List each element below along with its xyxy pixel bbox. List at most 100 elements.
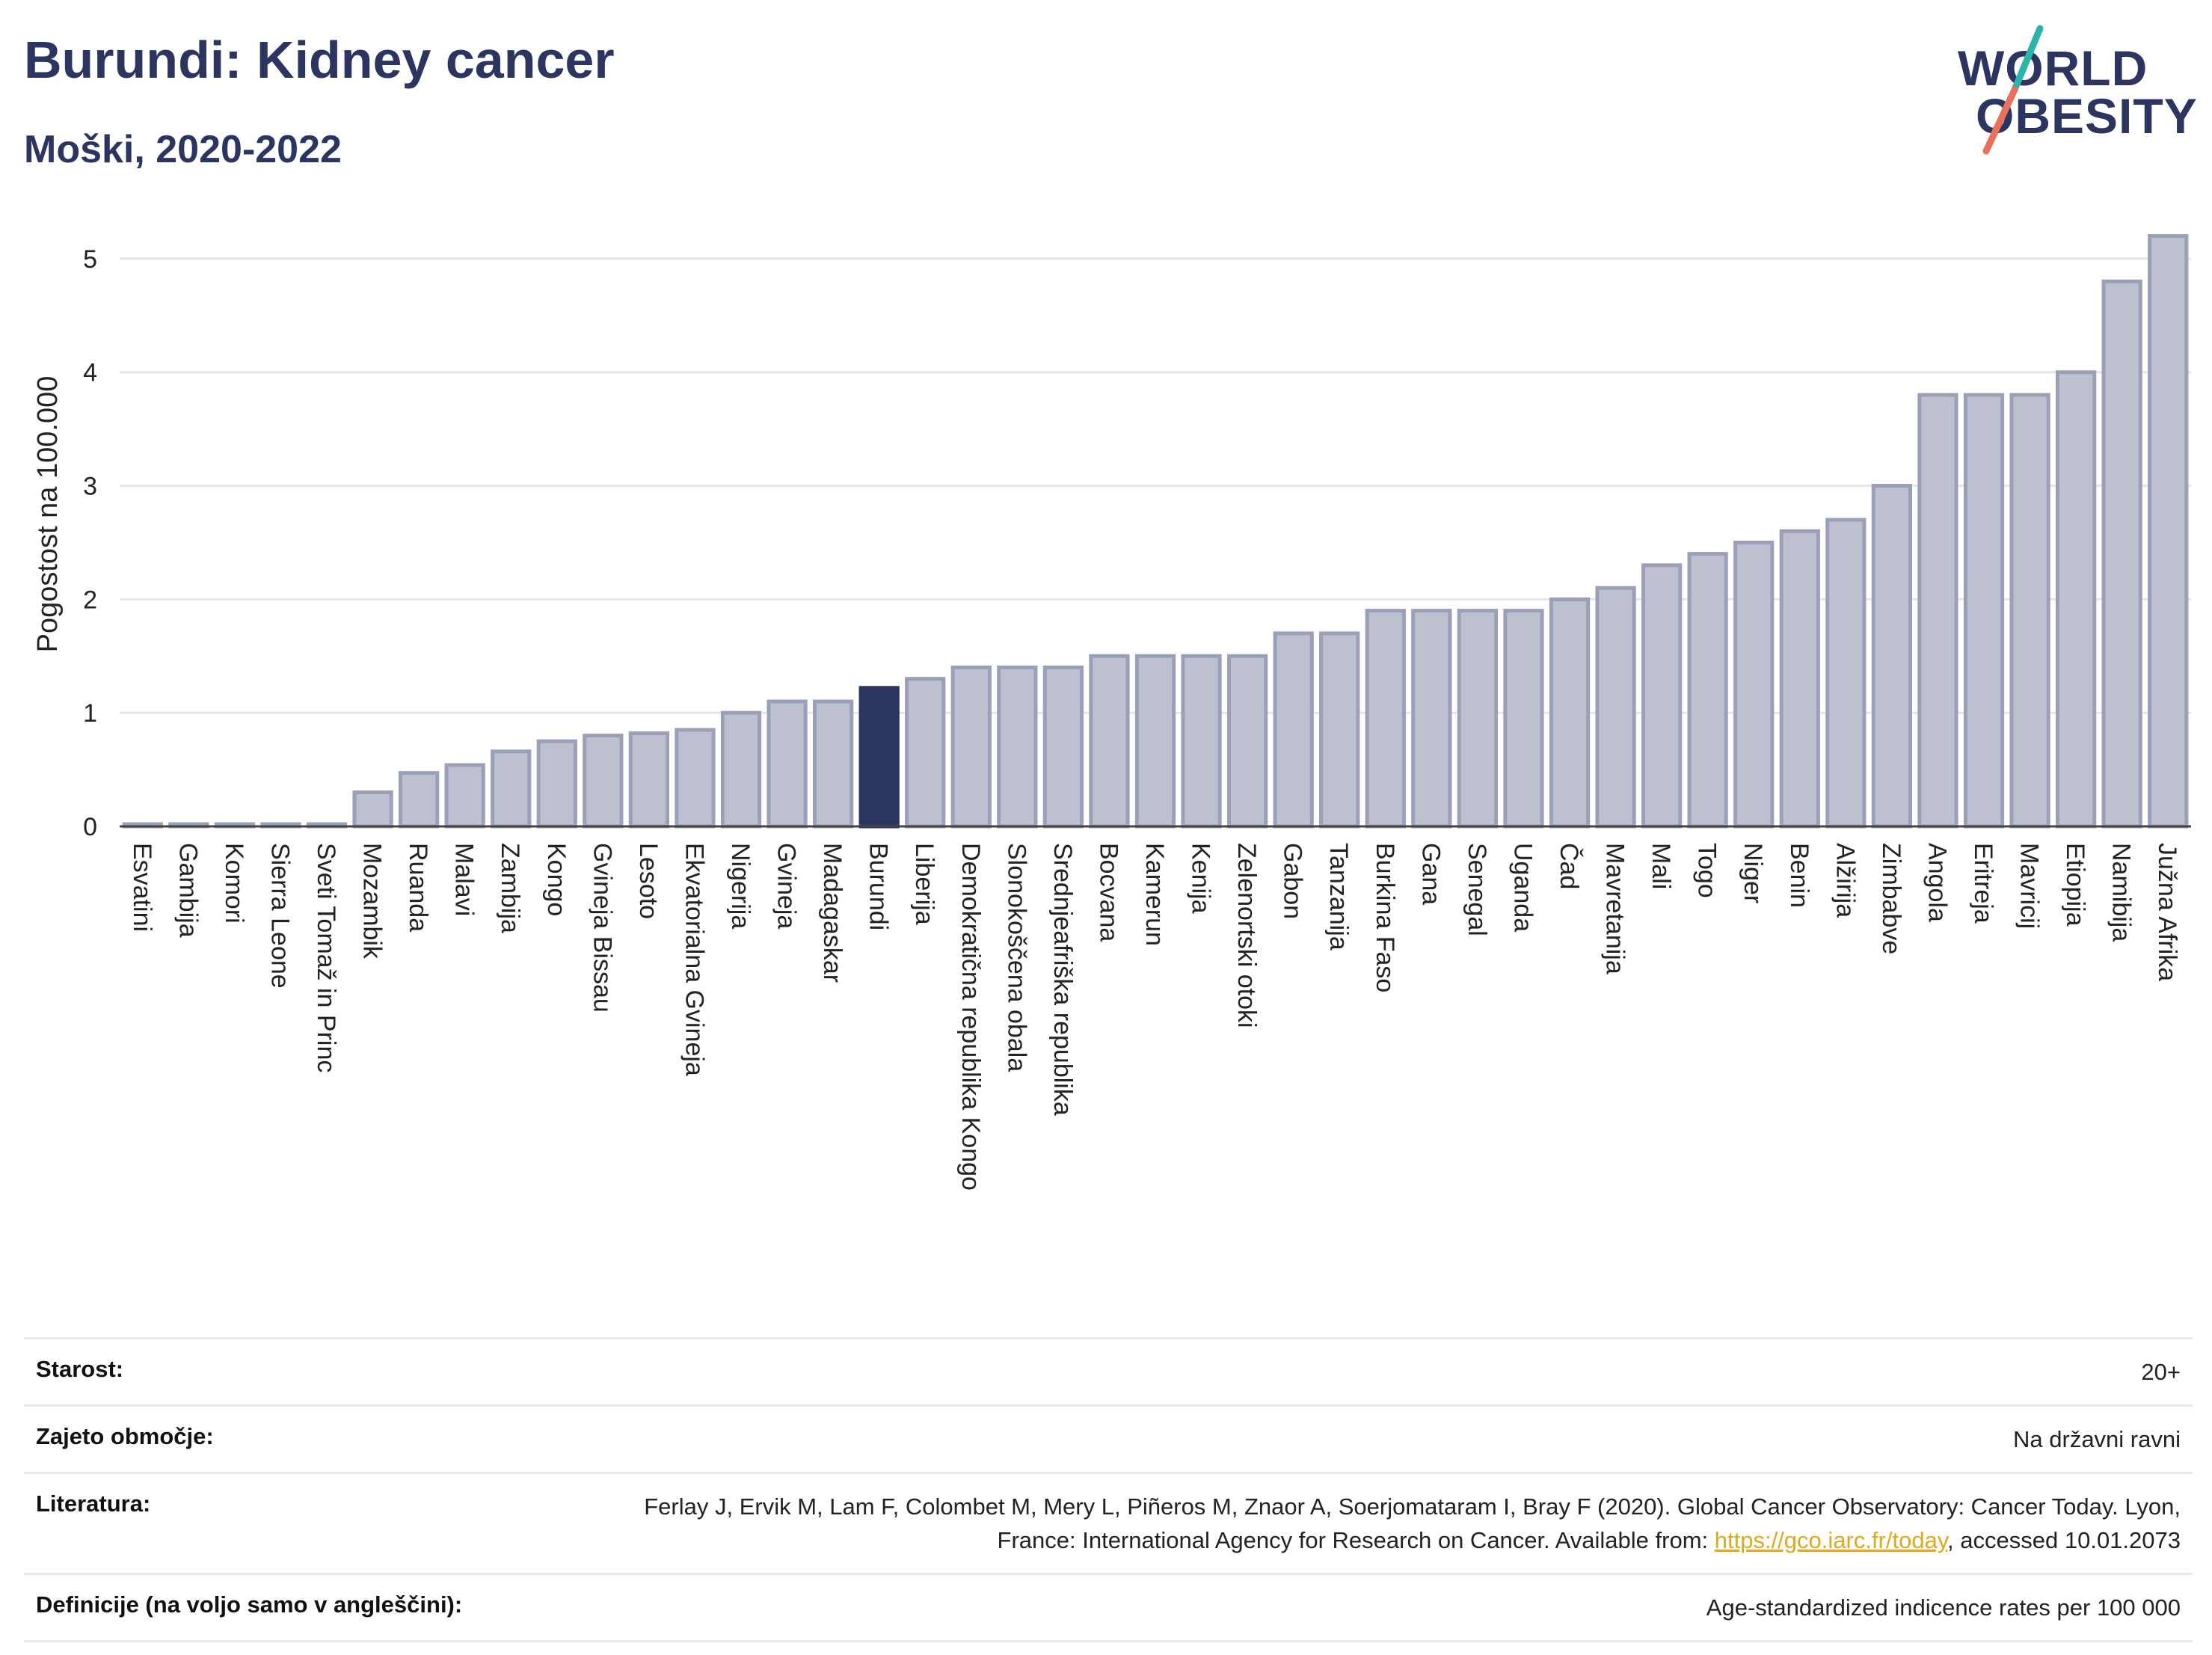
bar bbox=[766, 699, 808, 829]
x-tick-label: Bocvana bbox=[1094, 843, 1122, 942]
x-tick-label: Etiopija bbox=[2061, 843, 2089, 927]
x-tick-label: Tanzanija bbox=[1324, 843, 1353, 951]
bar bbox=[675, 728, 716, 829]
x-tick-label: Esvatini bbox=[128, 843, 156, 932]
x-tick-label: Južna Afrika bbox=[2153, 843, 2181, 981]
x-tick-label: Gambija bbox=[173, 843, 202, 938]
bar bbox=[1273, 631, 1314, 829]
bar bbox=[1503, 609, 1544, 829]
bar bbox=[1871, 484, 1913, 829]
bar bbox=[491, 749, 532, 829]
x-tick-label: Namibija bbox=[2107, 843, 2136, 942]
x-tick-label: Zelenortski otoki bbox=[1232, 843, 1261, 1028]
x-tick-label: Čad bbox=[1555, 843, 1583, 889]
x-tick-label: Demokratična republika Kongo bbox=[956, 843, 985, 1191]
x-tick-label: Gana bbox=[1416, 843, 1445, 905]
x-tick-label: Ruanda bbox=[404, 843, 432, 932]
bar bbox=[720, 710, 762, 829]
bar bbox=[1963, 393, 2005, 829]
x-tick-label: Kongo bbox=[542, 843, 571, 916]
meta-value-literature: Ferlay J, Ervik M, Lam F, Colombet M, Me… bbox=[573, 1490, 2181, 1558]
bar bbox=[950, 665, 992, 829]
bar bbox=[1365, 609, 1406, 829]
x-tick-label: Senegal bbox=[1463, 843, 1491, 936]
x-tick-label: Mavricij bbox=[2015, 843, 2044, 929]
bar bbox=[1226, 654, 1268, 829]
meta-row-definitions: Definicije (na voljo samo v angleščini):… bbox=[24, 1572, 2193, 1642]
bar bbox=[812, 699, 854, 829]
x-tick-label: Ekvatorialna Gvineja bbox=[680, 843, 708, 1076]
x-tick-label: Zambija bbox=[496, 843, 524, 933]
chart-title: Burundi: Kidney cancer bbox=[24, 31, 615, 89]
bar bbox=[1319, 631, 1360, 829]
bar bbox=[628, 731, 670, 829]
bar bbox=[1042, 665, 1084, 829]
literature-text: Ferlay J, Ervik M, Lam F, Colombet M, Me… bbox=[644, 1493, 2181, 1553]
bar bbox=[2101, 279, 2142, 829]
bar bbox=[858, 686, 900, 829]
y-tick-label: 1 bbox=[83, 699, 97, 728]
bar bbox=[1779, 529, 1820, 829]
x-tick-label: Malavi bbox=[450, 843, 479, 916]
world-obesity-logo: WORLD OBESITY bbox=[1952, 22, 2197, 157]
bar bbox=[398, 771, 440, 829]
meta-row-age: Starost: 20+ bbox=[24, 1337, 2193, 1404]
bar bbox=[2148, 234, 2189, 829]
x-tick-label: Madagaskar bbox=[818, 843, 847, 983]
meta-label-definitions: Definicije (na voljo samo v angleščini): bbox=[36, 1591, 463, 1618]
x-tick-label: Mavretanija bbox=[1601, 843, 1629, 974]
bar bbox=[2009, 393, 2050, 829]
meta-row-literature: Literatura: Ferlay J, Ervik M, Lam F, Co… bbox=[24, 1471, 2193, 1573]
x-tick-label: Mali bbox=[1647, 843, 1675, 889]
chart-subtitle: Moški, 2020-2022 bbox=[24, 128, 342, 171]
bar bbox=[1181, 654, 1222, 829]
meta-value-age: 20+ bbox=[2141, 1359, 2181, 1385]
x-tick-label: Burkina Faso bbox=[1371, 843, 1399, 992]
x-tick-label: Zimbabve bbox=[1877, 843, 1905, 954]
bar bbox=[1641, 563, 1683, 829]
x-tick-label: Komori bbox=[220, 843, 248, 924]
x-tick-label: Gabon bbox=[1279, 843, 1307, 919]
x-tick-label: Sveti Tomaž in Princ bbox=[312, 843, 340, 1072]
x-tick-label: Mozambik bbox=[358, 843, 387, 959]
bar bbox=[536, 739, 577, 829]
logo-text-world: WORLD bbox=[1958, 40, 2148, 96]
x-tick-label: Gvineja Bissau bbox=[588, 843, 616, 1013]
bar bbox=[1917, 393, 1958, 829]
x-tick-label: Alžirija bbox=[1831, 843, 1859, 918]
bar bbox=[1134, 654, 1176, 829]
x-tick-label: Kamerun bbox=[1140, 843, 1169, 946]
x-tick-label: Liberija bbox=[910, 843, 938, 925]
y-tick-label: 0 bbox=[83, 813, 97, 841]
logo-slash-icon bbox=[1982, 25, 2044, 155]
x-tick-label: Srednjeafriška republika bbox=[1048, 843, 1077, 1116]
x-tick-label: Slonokoščena obala bbox=[1002, 843, 1030, 1072]
bar bbox=[1549, 597, 1591, 829]
bar bbox=[1595, 586, 1636, 829]
bar bbox=[997, 665, 1038, 829]
meta-value-definitions: Age-standardized indicence rates per 100… bbox=[1706, 1594, 2181, 1621]
x-tick-label: Uganda bbox=[1508, 843, 1537, 932]
x-tick-label: Benin bbox=[1785, 843, 1813, 908]
x-tick-label: Sierra Leone bbox=[265, 843, 294, 989]
y-tick-label: 5 bbox=[83, 245, 97, 274]
meta-label-age: Starost: bbox=[36, 1356, 124, 1382]
meta-value-coverage: Na državni ravni bbox=[2013, 1425, 2181, 1452]
bar bbox=[583, 734, 624, 829]
literature-link[interactable]: https://gco.iarc.fr/today bbox=[1714, 1526, 1948, 1553]
x-tick-label: Kenija bbox=[1187, 843, 1215, 914]
bar bbox=[1733, 540, 1775, 829]
bar bbox=[444, 763, 485, 829]
bar bbox=[1411, 609, 1452, 829]
bar bbox=[905, 677, 946, 829]
x-tick-label: Angola bbox=[1923, 843, 1951, 922]
bar bbox=[1089, 654, 1130, 829]
bar bbox=[1687, 552, 1728, 829]
meta-label-coverage: Zajeto območje: bbox=[36, 1422, 214, 1449]
meta-label-literature: Literatura: bbox=[36, 1490, 151, 1517]
bar bbox=[1457, 609, 1499, 829]
y-tick-label: 4 bbox=[83, 359, 97, 387]
x-tick-label: Eritreja bbox=[1969, 843, 1997, 924]
bar bbox=[1825, 518, 1867, 829]
x-tick-label: Burundi bbox=[864, 843, 893, 930]
